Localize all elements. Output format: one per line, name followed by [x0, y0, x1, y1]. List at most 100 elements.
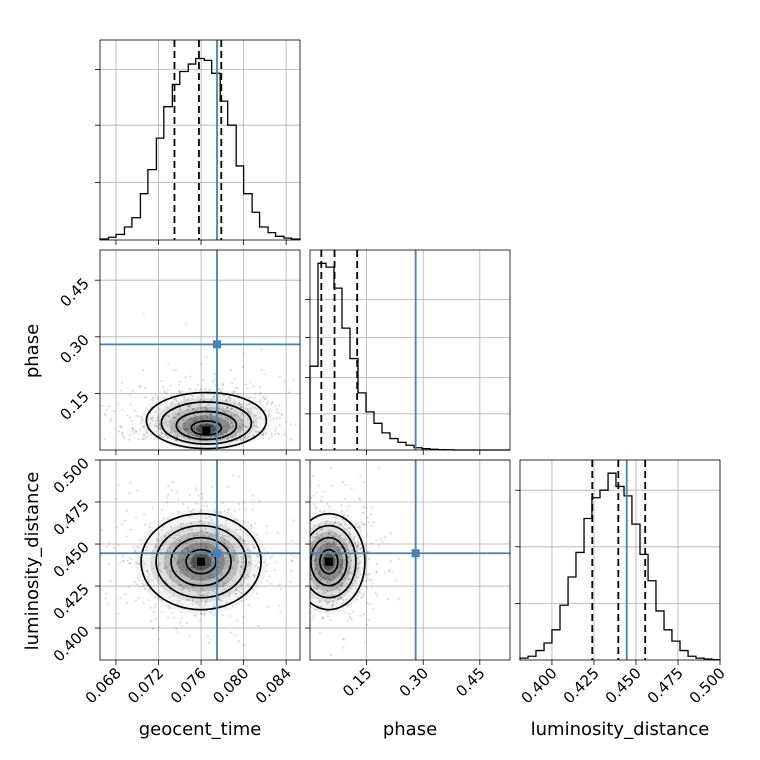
sample-point — [212, 577, 216, 580]
sample-point — [325, 569, 329, 572]
sample-point — [335, 586, 338, 590]
sample-point — [197, 566, 200, 569]
sample-point — [190, 514, 193, 517]
sample-point — [110, 417, 113, 420]
sample-point — [207, 522, 211, 525]
sample-point — [180, 617, 183, 620]
sample-point — [179, 561, 182, 564]
sample-point — [272, 417, 275, 420]
sample-point — [189, 417, 192, 421]
sample-point — [238, 538, 242, 541]
sample-point — [246, 408, 249, 411]
sample-point — [211, 574, 214, 577]
sample-point — [315, 587, 318, 590]
sample-point — [223, 588, 226, 591]
sample-point — [369, 513, 373, 516]
sample-point — [249, 549, 252, 553]
sample-point — [196, 555, 199, 559]
sample-point — [194, 388, 197, 391]
sample-point — [165, 566, 168, 569]
sample-point — [236, 519, 239, 522]
sample-point — [129, 403, 132, 406]
sample-point — [319, 546, 322, 549]
sample-point — [294, 558, 296, 560]
sample-point — [281, 413, 284, 416]
sample-point — [332, 541, 335, 544]
sample-point — [166, 392, 169, 395]
joint-panel-phase-luminosity-distance — [275, 459, 511, 665]
sample-point — [282, 572, 284, 574]
sample-point — [268, 409, 271, 412]
sample-point — [223, 509, 226, 513]
sample-point — [108, 542, 111, 545]
sample-point — [148, 424, 151, 427]
sample-point — [262, 433, 265, 436]
sample-point — [200, 393, 203, 396]
sample-point — [162, 422, 165, 425]
sample-point — [195, 429, 198, 432]
histogram-step-line — [519, 472, 721, 661]
sample-point — [160, 432, 164, 435]
sample-point — [268, 556, 271, 559]
sample-point — [179, 621, 182, 624]
sample-point — [167, 493, 170, 497]
sample-point — [178, 392, 181, 395]
sample-point — [245, 403, 248, 406]
sample-point — [212, 418, 215, 422]
sample-point — [251, 508, 254, 511]
sample-point — [203, 612, 206, 615]
sample-point — [173, 398, 176, 401]
sample-point — [209, 412, 212, 415]
sample-point — [177, 561, 181, 564]
sample-point — [166, 549, 169, 553]
sample-point — [297, 612, 299, 614]
sample-point — [310, 574, 313, 577]
sample-point — [381, 540, 384, 543]
sample-point — [240, 592, 243, 595]
sample-point — [153, 424, 157, 427]
sample-point — [217, 597, 221, 601]
sample-point — [234, 434, 237, 437]
sample-point — [191, 540, 194, 543]
sample-point — [173, 537, 176, 540]
sample-point — [173, 422, 176, 425]
sample-point — [151, 506, 154, 509]
sample-point — [278, 423, 281, 426]
sample-point — [221, 382, 225, 385]
sample-point — [206, 559, 210, 562]
sample-point — [275, 571, 277, 573]
sample-point — [189, 375, 192, 378]
sample-point — [263, 418, 266, 421]
sample-point — [207, 574, 210, 577]
sample-point — [185, 541, 188, 545]
sample-point — [195, 433, 198, 437]
sample-point — [240, 411, 244, 414]
sample-point — [234, 413, 237, 417]
sample-point — [205, 505, 209, 508]
sample-point — [167, 415, 170, 418]
sample-point — [268, 437, 271, 440]
sample-point — [356, 546, 359, 549]
sample-point — [133, 580, 136, 584]
sample-point — [202, 394, 205, 397]
sample-point — [203, 414, 206, 418]
sample-point — [175, 400, 178, 403]
sample-point — [226, 406, 229, 409]
sample-point — [265, 524, 269, 527]
sample-point — [320, 564, 324, 567]
sample-point — [198, 436, 201, 439]
sample-point — [350, 544, 353, 547]
sample-point — [231, 545, 235, 548]
sample-point — [181, 422, 184, 426]
sample-point — [232, 549, 236, 552]
sample-point — [219, 571, 222, 574]
sample-point — [315, 491, 318, 494]
sample-point — [248, 407, 251, 410]
sample-point — [300, 576, 302, 578]
sample-point — [281, 579, 283, 581]
sample-point — [343, 638, 346, 641]
sample-point — [188, 598, 191, 602]
sample-point — [340, 581, 343, 585]
sample-point — [258, 400, 261, 403]
sample-point — [270, 555, 274, 558]
